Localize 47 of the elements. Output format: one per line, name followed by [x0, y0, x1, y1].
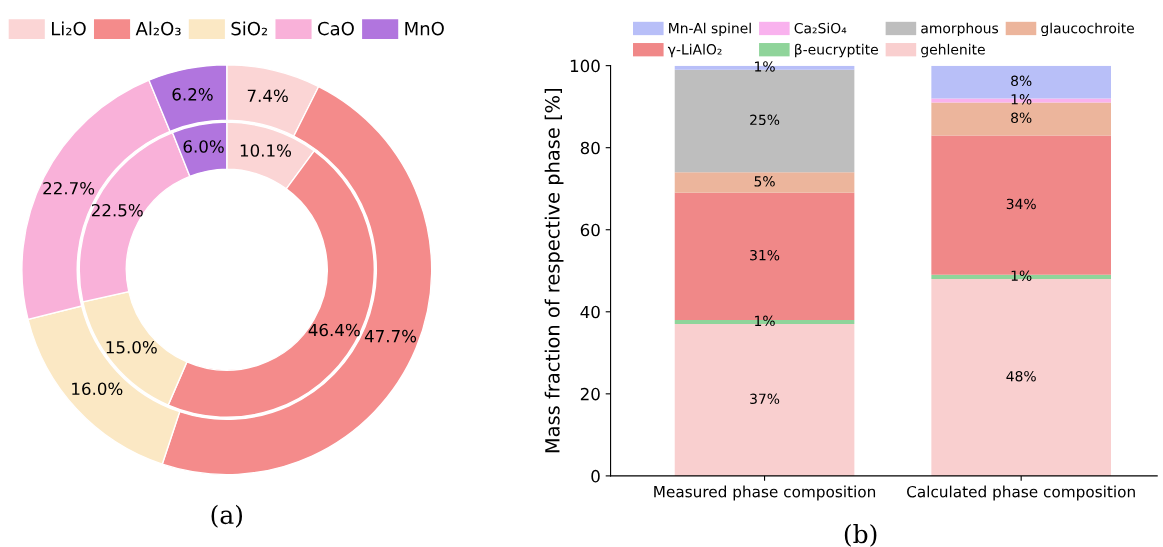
data-label: 25%: [750, 114, 780, 126]
data-label: 15.0%: [106, 340, 157, 354]
data-label: 22.7%: [43, 181, 95, 195]
y-tick-label: 80: [580, 141, 600, 155]
data-label: 48%: [1006, 370, 1036, 382]
text: (a): [211, 504, 243, 528]
data-label: 1%: [1011, 270, 1032, 281]
legend-label: amorphous: [921, 22, 999, 37]
data-label: 1%: [1011, 94, 1032, 105]
y-tick-label: 20: [580, 387, 600, 401]
legend-label: Al₂O₃: [135, 21, 181, 36]
y-tick-label: 60: [580, 223, 600, 237]
y-tick-label: 100: [570, 59, 600, 73]
data-label: 22.5%: [91, 203, 143, 217]
legend-label: glaucochroite: [1041, 22, 1134, 37]
legend-label: gehlenite: [921, 43, 985, 58]
y-axis-title: Mass fraction of respective phase [%]: [544, 89, 564, 453]
data-label: 31%: [750, 249, 780, 261]
data-label: 10.1%: [240, 144, 292, 157]
x-tick-label: Measured phase composition: [654, 485, 876, 501]
data-label: 6.0%: [183, 140, 224, 153]
data-label: 46.4%: [308, 323, 360, 337]
y-tick-label: 40: [580, 305, 600, 319]
data-label: 16.0%: [72, 382, 123, 396]
bar: [674, 172, 855, 193]
text: (b): [844, 523, 877, 547]
legend-label: Li₂O: [52, 21, 86, 36]
bar: [674, 324, 855, 476]
legend-label: SiO₂: [231, 21, 268, 36]
x-tick-label: Calculated phase composition: [907, 485, 1135, 501]
data-label: 34%: [1006, 198, 1036, 210]
data-label: 6.2%: [172, 88, 213, 101]
legend-label: MnO: [405, 21, 444, 36]
data-label: 37%: [750, 393, 780, 405]
legend-label: β-eucryptite: [795, 43, 878, 58]
data-label: 47.7%: [364, 329, 417, 343]
legend-label: Mn-Al spinel: [669, 22, 751, 37]
data-label: 8%: [1011, 112, 1032, 123]
data-label: 1%: [755, 61, 775, 72]
data-label: 8%: [1011, 75, 1032, 87]
data-label: 7.4%: [247, 89, 288, 103]
legend-label: γ-LiAlO₂: [667, 43, 722, 58]
y-tick-label: 0: [591, 469, 600, 483]
data-label: 5%: [754, 176, 775, 187]
legend-label: Ca₂SiO₄: [794, 22, 847, 34]
data-label: 1%: [755, 315, 775, 327]
legend-label: CaO: [318, 21, 354, 36]
